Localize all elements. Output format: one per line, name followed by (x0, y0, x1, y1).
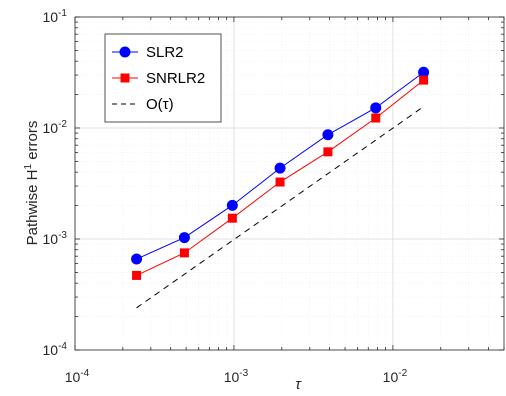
ticks-layer (74, 16, 505, 351)
y-tick-label: 10-3 (43, 230, 68, 247)
series-1-point (227, 213, 237, 223)
series-0-point (131, 253, 143, 265)
series-0-point (226, 199, 238, 211)
x-tick-label: 10-4 (65, 368, 90, 385)
legend-marker-snrlr2 (120, 73, 130, 83)
y-tick-label: 10-1 (43, 8, 68, 25)
series-1-point (371, 113, 381, 123)
series-0-point (178, 232, 190, 244)
legend-label-snrlr2: SNRLR2 (146, 70, 205, 87)
legend-label-slr2: SLR2 (146, 44, 184, 61)
plot-frame (74, 16, 505, 351)
legend: SLR2 SNRLR2 O(τ) (104, 33, 222, 123)
y-axis-label: Pathwise H1 errors (23, 121, 41, 246)
y-tick-label: 10-4 (43, 341, 68, 358)
y-axis-label-rest: errors (24, 121, 41, 164)
legend-label-order: O(τ) (146, 96, 174, 113)
series-1-point (132, 270, 142, 280)
series-1-point (275, 177, 285, 187)
minor-grid (75, 17, 505, 350)
series-0-point (322, 129, 334, 141)
y-tick-label: 10-2 (43, 119, 68, 136)
series-layer (131, 66, 430, 309)
y-axis-label-sup: 1 (23, 164, 34, 170)
tick-labels: 10-4 10-3 10-2 10-4 10-3 10-2 10-1 (43, 8, 408, 385)
series-1-point (179, 248, 189, 258)
series-0-point (370, 102, 382, 114)
legend-marker-slr2 (119, 46, 131, 58)
x-tick-label: 10-3 (224, 368, 249, 385)
y-axis-label-main: Pathwise H (24, 170, 41, 246)
x-tick-label: 10-2 (383, 368, 408, 385)
reference-line (136, 106, 424, 309)
series-0-point (274, 162, 286, 174)
series-1-point (323, 147, 333, 157)
series-1-point (419, 75, 429, 85)
x-axis-label: τ (295, 376, 302, 393)
